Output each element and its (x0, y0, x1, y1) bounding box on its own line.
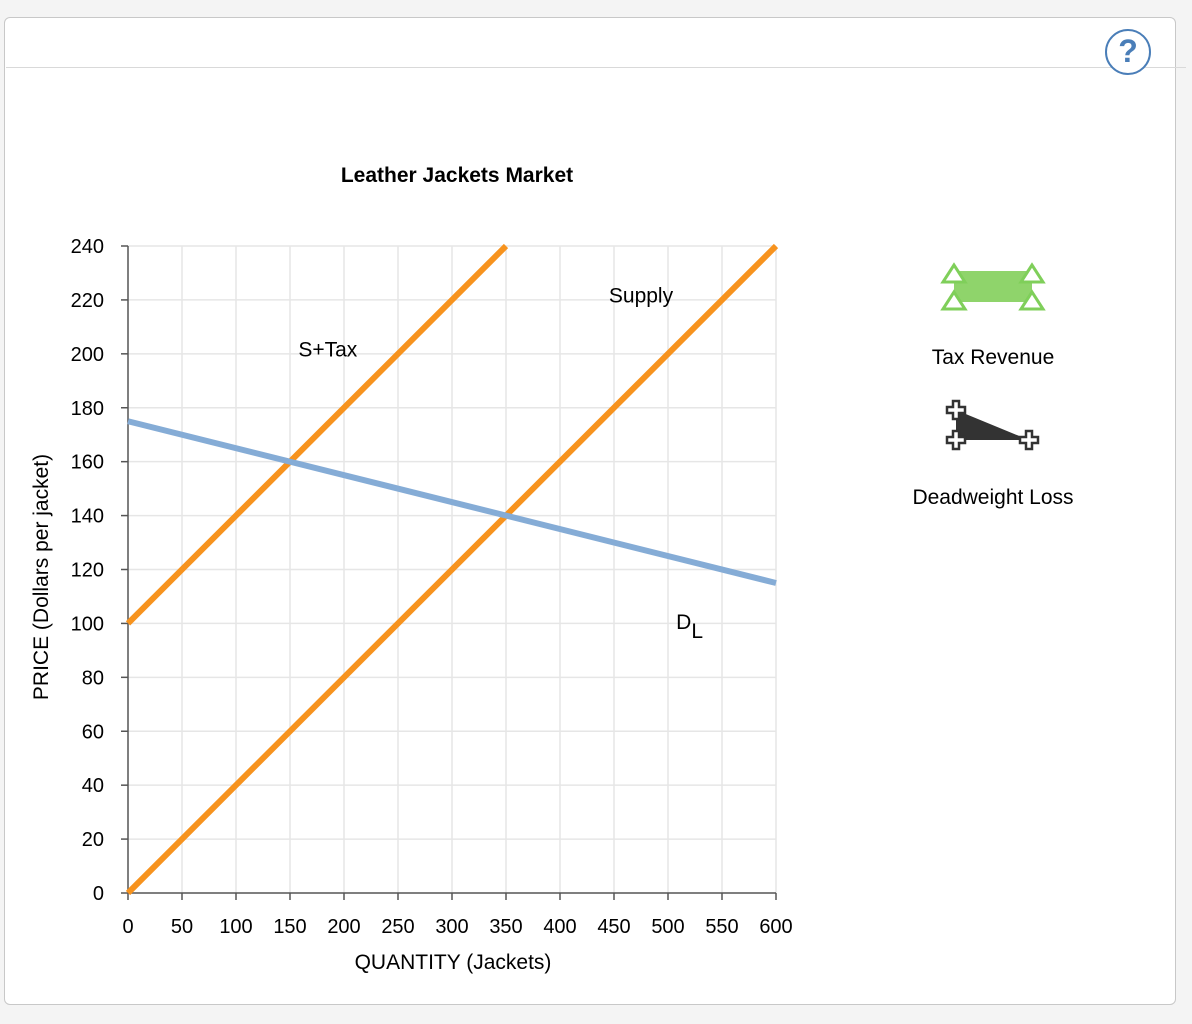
deadweight-loss-label: Deadweight Loss (912, 486, 1073, 509)
x-tick-label: 100 (219, 916, 252, 938)
chart-series[interactable] (125, 243, 779, 896)
series-line-s-tax[interactable] (125, 243, 509, 626)
x-tick-label: 450 (597, 916, 630, 938)
x-tick-label: 50 (171, 916, 193, 938)
tax-revenue-tool[interactable] (940, 262, 1046, 311)
deadweight-loss-swatch (956, 410, 1029, 440)
tax-revenue-label: Tax Revenue (932, 346, 1055, 369)
y-tick-label: 0 (93, 883, 104, 905)
cross-handle-icon (1018, 429, 1040, 451)
series-line-supply[interactable] (125, 243, 779, 896)
cross-handle-icon (945, 429, 967, 451)
chart-axes: 0 20 40 60 80 100 120 140 160 180 200 220 240 0 50 100 1… (71, 236, 793, 938)
x-tick-label: 150 (273, 916, 306, 938)
x-tick-label: 500 (651, 916, 684, 938)
series-label: S+Tax (298, 339, 357, 362)
x-axis-label: QUANTITY (Jackets) (355, 951, 552, 974)
series-labels: S+Tax Supply DL (298, 285, 703, 643)
y-tick-label: 120 (71, 560, 104, 582)
triangle-handle-icon (1018, 289, 1046, 311)
help-button[interactable]: ? (1105, 29, 1151, 75)
chart-title: Leather Jackets Market (341, 164, 573, 187)
series-line-d-l[interactable] (127, 418, 777, 586)
y-tick-label: 20 (82, 829, 104, 851)
x-tick-label: 300 (435, 916, 468, 938)
y-tick-label: 80 (82, 667, 104, 689)
series-label: Supply (609, 285, 674, 308)
y-tick-label: 100 (71, 613, 104, 635)
y-axis-label: PRICE (Dollars per jacket) (30, 454, 53, 700)
deadweight-loss-tool[interactable] (945, 399, 1040, 451)
x-tick-label: 400 (543, 916, 576, 938)
y-tick-label: 200 (71, 344, 104, 366)
y-tick-label: 240 (71, 236, 104, 258)
y-tick-label: 40 (82, 775, 104, 797)
x-tick-label: 550 (705, 916, 738, 938)
y-tick-label: 60 (82, 721, 104, 743)
x-tick-label: 350 (489, 916, 522, 938)
help-icon: ? (1118, 32, 1138, 69)
y-tick-label: 220 (71, 290, 104, 312)
panel-divider (6, 67, 1186, 68)
cross-handle-icon (945, 399, 967, 421)
y-tick-label: 180 (71, 398, 104, 420)
y-tick-label: 140 (71, 506, 104, 528)
x-tick-label: 0 (122, 916, 133, 938)
x-tick-label: 250 (381, 916, 414, 938)
triangle-handle-icon (1018, 262, 1046, 284)
x-tick-label: 200 (327, 916, 360, 938)
y-tick-label: 160 (71, 452, 104, 474)
triangle-handle-icon (940, 262, 968, 284)
x-tick-label: 600 (759, 916, 792, 938)
series-label: DL (676, 611, 703, 643)
graph-panel (4, 17, 1176, 1005)
triangle-handle-icon (940, 289, 968, 311)
tax-revenue-swatch (954, 271, 1032, 302)
